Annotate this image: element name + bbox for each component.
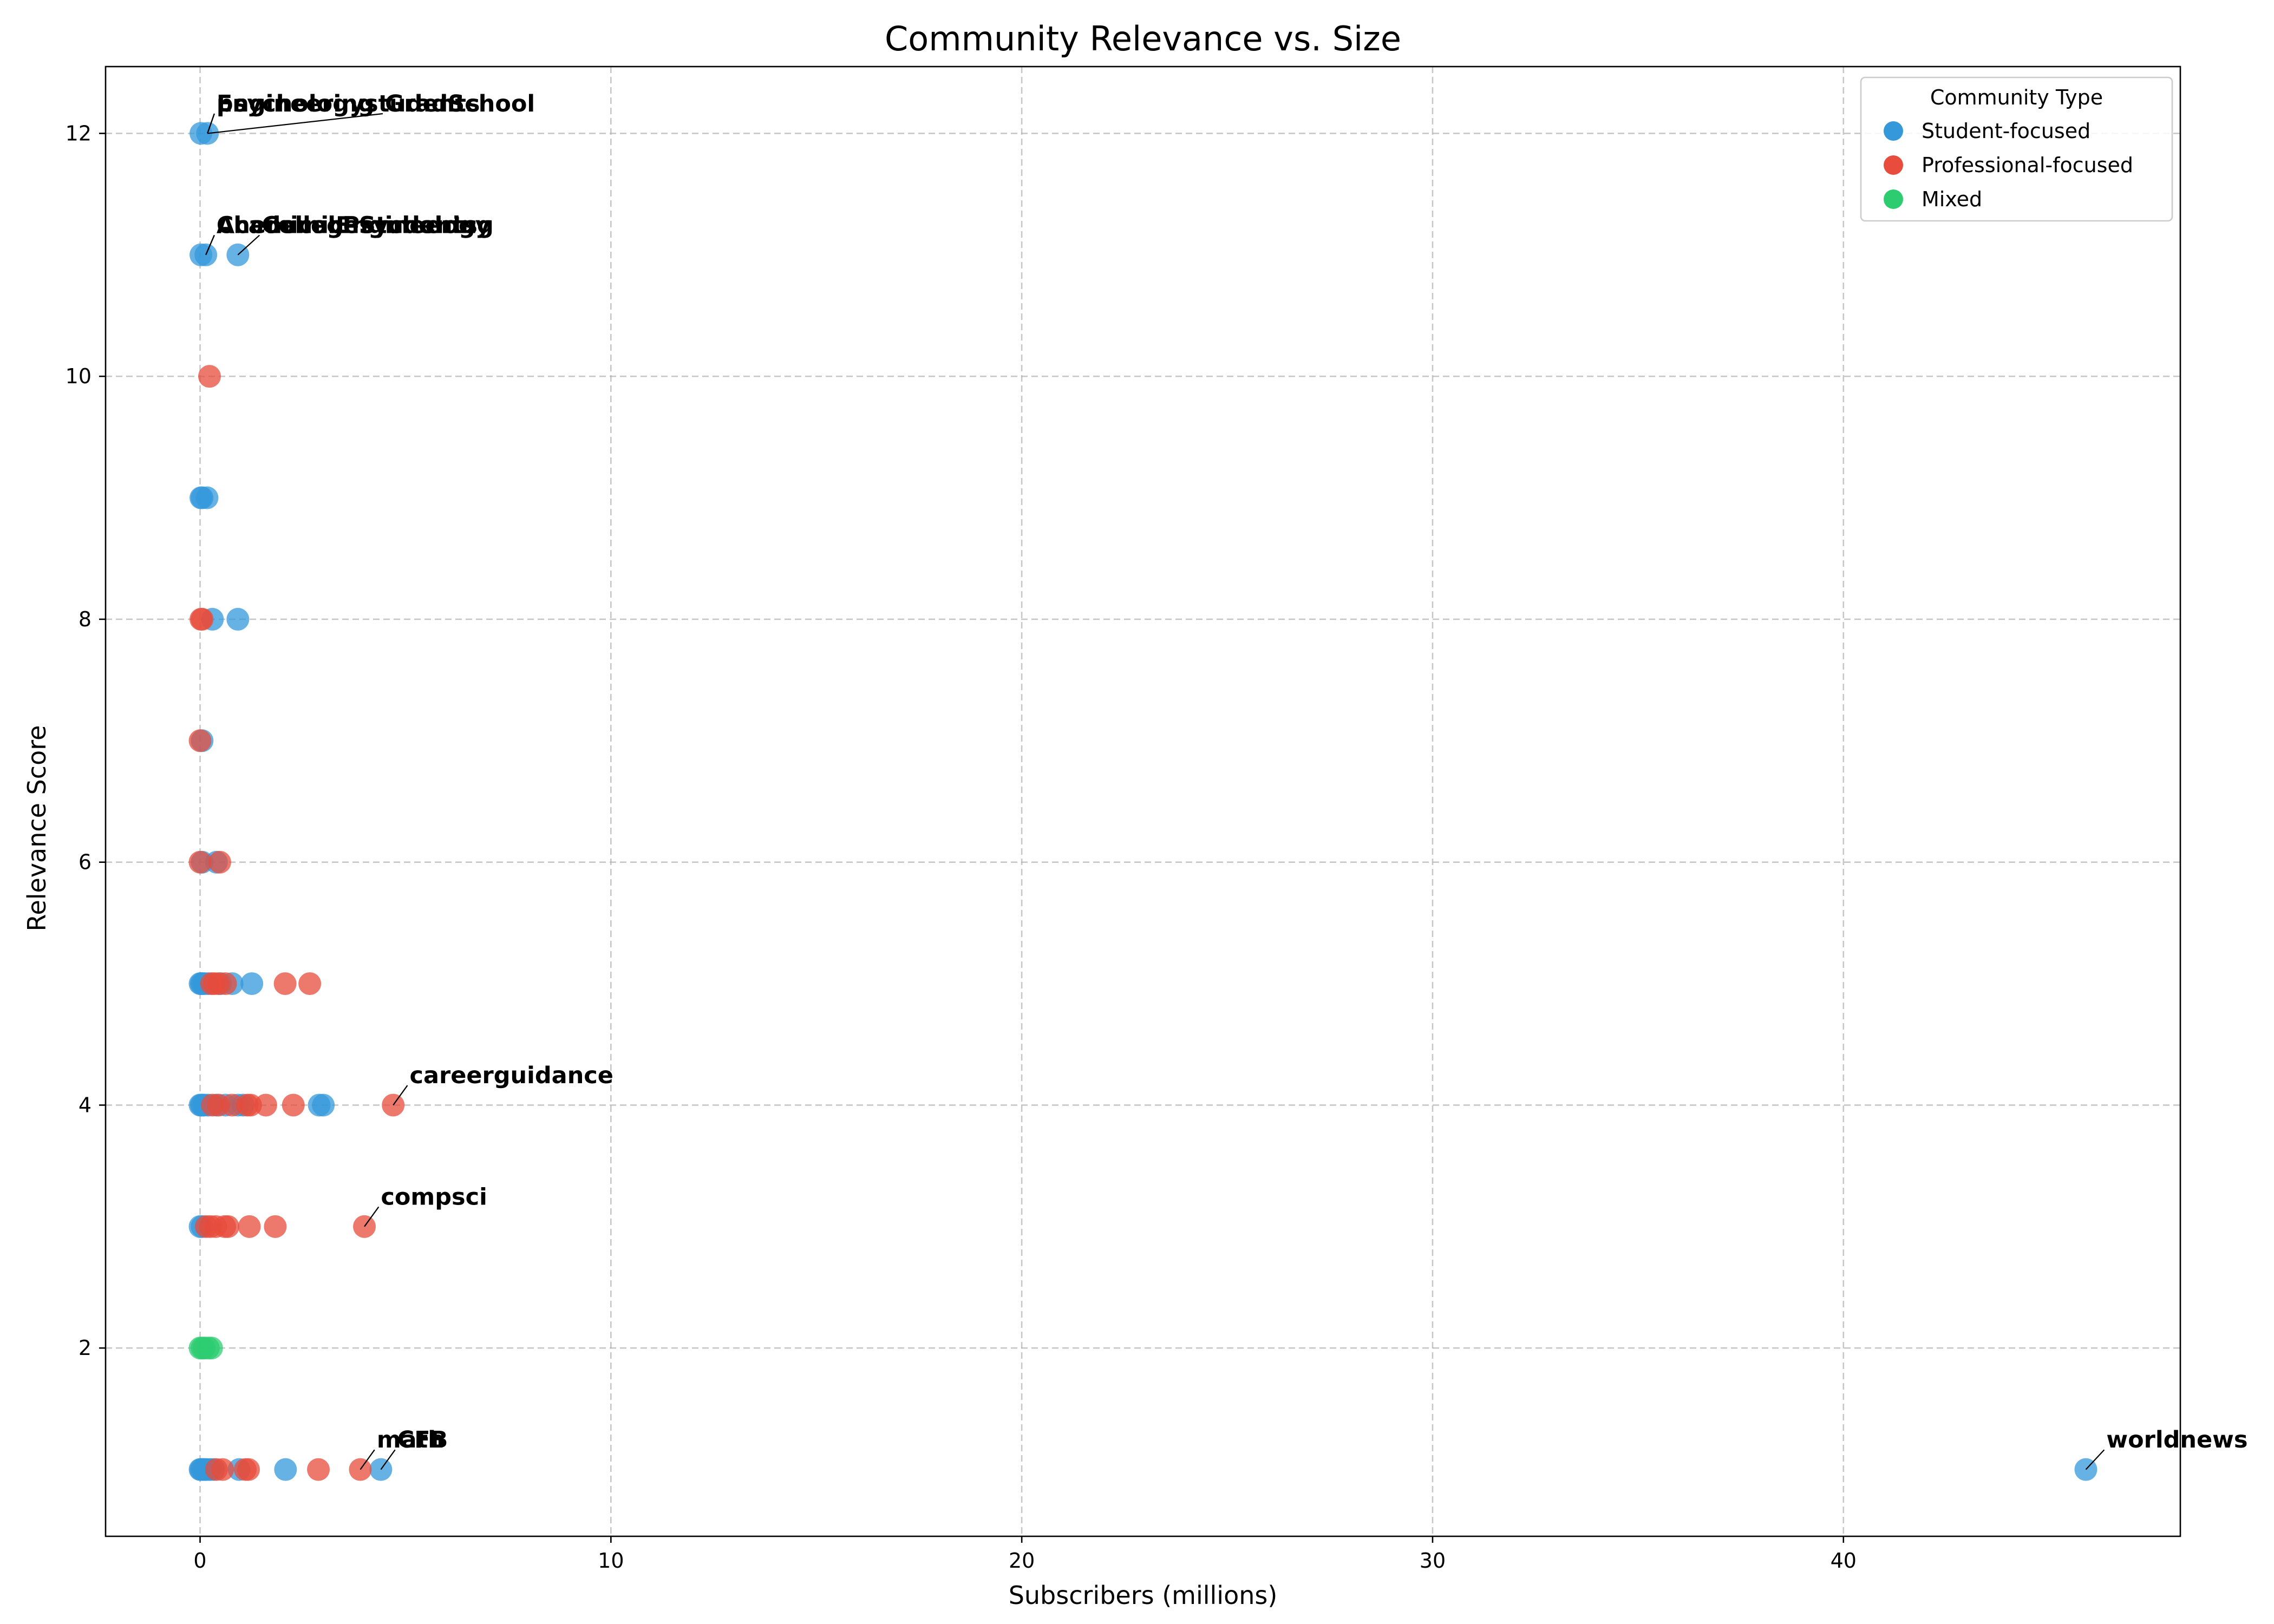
y-tick-label: 12 [66,121,92,145]
plot-frame [104,66,2181,1537]
axis-ticks: 0 10 20 30 40 2 4 6 8 10 12 [66,121,1857,1573]
annotation-label: CollegeStudents [262,212,478,239]
y-tick-label: 8 [79,607,92,631]
data-point [312,1093,335,1117]
annotation-label: AcademicPsychology [217,212,491,239]
annotation-leader [205,234,215,256]
y-tick-label: 4 [79,1093,92,1117]
annotation-leader [2085,1449,2105,1470]
annotation-leader [393,1085,408,1106]
annotation-label: Engineering [217,90,375,117]
legend-marker [1884,121,1903,141]
data-point [240,972,264,996]
y-tick-label: 10 [66,364,92,388]
x-tick-label: 10 [598,1549,624,1573]
legend-entry: Student-focused [1922,119,2090,143]
annotation-leader [207,113,383,134]
annotation-label: worldnews [2106,1426,2247,1453]
x-tick-label: 20 [1009,1549,1035,1573]
x-tick-label: 40 [1831,1549,1857,1573]
data-point [200,1337,223,1360]
data-point [273,972,297,996]
legend: Community Type Student-focused Professiona… [1860,76,2173,222]
x-axis-label: Subscribers (millions) [1009,1581,1278,1610]
annotation-leader [380,1449,396,1470]
x-tick-label: 0 [193,1549,206,1573]
data-point [238,1215,261,1238]
legend-box [1860,76,2173,222]
annotation-label: careerguidance [410,1062,613,1089]
data-point [217,1215,240,1238]
annotation-label: psychologystudents [217,90,480,117]
data-point [226,607,250,631]
data-point [282,1093,305,1117]
data-point [274,1458,297,1481]
y-tick-label: 6 [79,850,92,874]
data-point [214,972,237,996]
y-axis-label: Relevance Score [22,725,51,932]
annotation-label: CFB [397,1426,448,1453]
data-point [211,1458,234,1481]
annotation-leader [207,113,215,134]
data-point [191,607,214,631]
annotation-leader [364,1206,380,1227]
grid-lines [106,67,2180,1536]
data-point [298,972,322,996]
annotation-label: GradSchool [385,90,535,117]
data-point [264,1215,287,1238]
x-tick-label: 30 [1420,1549,1446,1573]
data-point [188,850,212,874]
annotation-label: compsci [381,1183,487,1210]
data-point [198,365,221,388]
chart-title: Community Relevance vs. Size [885,19,1401,58]
y-tick-label: 2 [79,1336,92,1360]
data-point [208,850,231,874]
annotation-leader [360,1449,375,1470]
data-point [188,729,212,752]
legend-entry: Mixed [1922,187,1982,211]
legend-entry: Professional-focused [1922,153,2133,177]
data-point [195,486,219,509]
annotation-label: math [377,1426,445,1453]
data-points [188,122,2097,1481]
annotation-leader [237,234,260,256]
legend-marker [1884,155,1903,175]
annotation-label: ChemicalEngineering [217,212,494,239]
legend-title: Community Type [1930,86,2103,109]
data-point [254,1093,277,1117]
data-point [307,1458,330,1481]
legend-marker [1884,189,1903,209]
data-point [237,1458,260,1481]
